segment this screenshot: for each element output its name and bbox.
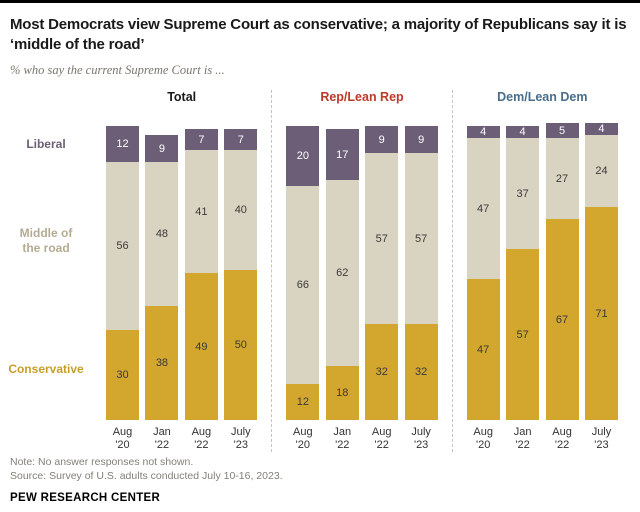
bar-segment-conservative: 47 bbox=[466, 279, 500, 420]
bar-segment-conservative: 38 bbox=[145, 306, 179, 420]
bar-stack: 9 57 32 bbox=[365, 120, 399, 420]
bar-segment-liberal: 4 bbox=[506, 126, 540, 138]
bar-segment-conservative: 12 bbox=[286, 384, 320, 420]
bar-aug-22: 9 57 32 Aug '22 bbox=[365, 120, 399, 452]
bars-group: 4 47 47 Aug '20 4 37 57 Jan '22 5 27 67 Aug '22 4 24 7… bbox=[466, 120, 618, 452]
bar-segment-liberal: 17 bbox=[325, 129, 359, 180]
bar-segment-conservative: 32 bbox=[404, 324, 438, 420]
panel-dem-lean-dem: Dem/Lean Dem 4 47 47 Aug '20 4 37 57 Jan '22 5 27 6… bbox=[451, 90, 632, 453]
bar-segment-liberal: 4 bbox=[584, 123, 618, 135]
chart-subtitle: % who say the current Supreme Court is .… bbox=[10, 63, 225, 77]
bar-segment-middle: 27 bbox=[545, 138, 579, 219]
bar-segment-conservative: 18 bbox=[325, 366, 359, 420]
bar-segment-conservative: 30 bbox=[106, 330, 139, 420]
bar-segment-liberal: 7 bbox=[224, 129, 258, 150]
pew-research-center-brand: PEW RESEARCH CENTER bbox=[10, 492, 161, 504]
bar-segment-conservative: 57 bbox=[506, 249, 540, 420]
panel-title: Rep/Lean Rep bbox=[320, 90, 404, 104]
bar-aug-20: 20 66 12 Aug '20 bbox=[286, 120, 320, 452]
bar-segment-middle: 57 bbox=[365, 153, 399, 324]
bar-stack: 7 40 50 bbox=[224, 120, 258, 420]
bar-segment-conservative: 49 bbox=[184, 273, 218, 420]
bar-segment-conservative: 50 bbox=[224, 270, 258, 420]
x-axis-label: Aug '20 bbox=[112, 426, 133, 452]
bar-aug-20: 12 56 30 Aug '20 bbox=[106, 120, 139, 452]
x-axis-label: July '23 bbox=[411, 426, 431, 452]
bar-segment-liberal: 12 bbox=[106, 126, 139, 162]
bar-jan-22: 17 62 18 Jan '22 bbox=[325, 120, 359, 452]
axis-label-conservative: Conservative bbox=[8, 362, 84, 376]
bar-stack: 17 62 18 bbox=[325, 120, 359, 420]
bar-july-23: 9 57 32 July '23 bbox=[404, 120, 438, 452]
bar-segment-middle: 24 bbox=[584, 135, 618, 207]
note-text: Note: No answer responses not shown. bbox=[10, 456, 194, 469]
bar-segment-conservative: 32 bbox=[365, 324, 399, 420]
x-axis-label: Aug '22 bbox=[552, 426, 572, 452]
bar-segment-liberal: 5 bbox=[545, 123, 579, 138]
panel-total: Total 12 56 30 Aug '20 9 48 38 Jan '22 7 41 49 Aug '… bbox=[92, 90, 271, 452]
bar-segment-middle: 57 bbox=[404, 153, 438, 324]
bar-jan-22: 9 48 38 Jan '22 bbox=[145, 120, 179, 452]
bar-stack: 5 27 67 bbox=[545, 120, 579, 420]
x-axis-label: Aug '20 bbox=[293, 426, 313, 452]
bar-segment-middle: 66 bbox=[286, 186, 320, 384]
bar-segment-middle: 40 bbox=[224, 150, 258, 270]
bar-july-23: 4 24 71 July '23 bbox=[584, 120, 618, 452]
panel-rep-lean-rep: Rep/Lean Rep 20 66 12 Aug '20 17 62 18 Jan '22 9 5… bbox=[271, 90, 451, 453]
bar-segment-middle: 47 bbox=[466, 138, 500, 279]
chart-panels: Total 12 56 30 Aug '20 9 48 38 Jan '22 7 41 49 Aug '… bbox=[92, 90, 632, 453]
bars-group: 12 56 30 Aug '20 9 48 38 Jan '22 7 41 49 Aug '22 7 40… bbox=[106, 120, 258, 452]
x-axis-label: July '23 bbox=[591, 426, 612, 452]
x-axis-label: July '23 bbox=[231, 426, 251, 452]
bar-stack: 12 56 30 bbox=[106, 120, 139, 420]
bar-stack: 4 24 71 bbox=[584, 120, 618, 420]
bar-stack: 4 47 47 bbox=[466, 120, 500, 420]
bar-segment-liberal: 4 bbox=[466, 126, 500, 138]
bar-jan-22: 4 37 57 Jan '22 bbox=[506, 120, 540, 452]
x-axis-label: Aug '22 bbox=[191, 426, 212, 452]
bars-group: 20 66 12 Aug '20 17 62 18 Jan '22 9 57 32 Aug '22 9 5… bbox=[286, 120, 438, 452]
bar-aug-22: 5 27 67 Aug '22 bbox=[545, 120, 579, 452]
x-axis-label: Jan '22 bbox=[153, 426, 171, 452]
bar-segment-liberal: 20 bbox=[286, 126, 320, 186]
bar-segment-middle: 37 bbox=[506, 138, 540, 249]
bar-stack: 20 66 12 bbox=[286, 120, 320, 420]
bar-stack: 7 41 49 bbox=[184, 120, 218, 420]
bar-segment-conservative: 71 bbox=[584, 207, 618, 420]
bar-segment-liberal: 7 bbox=[184, 129, 218, 150]
bar-stack: 4 37 57 bbox=[506, 120, 540, 420]
x-axis-label: Jan '22 bbox=[333, 426, 352, 452]
bar-segment-liberal: 9 bbox=[365, 126, 399, 153]
page-title: Most Democrats view Supreme Court as con… bbox=[10, 16, 627, 53]
bar-aug-22: 7 41 49 Aug '22 bbox=[184, 120, 218, 452]
bar-segment-liberal: 9 bbox=[145, 135, 179, 162]
source-text: Source: Survey of U.S. adults conducted … bbox=[10, 470, 283, 483]
panel-title: Dem/Lean Dem bbox=[497, 90, 588, 104]
bar-segment-conservative: 67 bbox=[545, 219, 579, 420]
bar-july-23: 7 40 50 July '23 bbox=[224, 120, 258, 452]
bar-segment-middle: 48 bbox=[145, 162, 179, 306]
bar-segment-middle: 56 bbox=[106, 162, 139, 330]
bar-segment-liberal: 9 bbox=[404, 126, 438, 153]
x-axis-label: Aug '20 bbox=[473, 426, 493, 452]
bar-stack: 9 48 38 bbox=[145, 120, 179, 420]
panel-title: Total bbox=[167, 90, 197, 104]
bar-segment-middle: 41 bbox=[184, 150, 218, 273]
bar-aug-20: 4 47 47 Aug '20 bbox=[466, 120, 500, 452]
x-axis-label: Jan '22 bbox=[513, 426, 532, 452]
axis-label-middle-of-the-road: Middle of the road bbox=[19, 226, 73, 255]
chart-footer: Note: No answer responses not shown. Sou… bbox=[10, 456, 630, 504]
bar-stack: 9 57 32 bbox=[404, 120, 438, 420]
chart-header: Most Democrats view Supreme Court as con… bbox=[0, 3, 640, 78]
category-axis: Liberal Middle of the road Conservative bbox=[0, 90, 92, 452]
x-axis-label: Aug '22 bbox=[371, 426, 392, 452]
stacked-bar-chart: Liberal Middle of the road Conservative … bbox=[0, 90, 640, 453]
axis-label-liberal: Liberal bbox=[26, 137, 66, 151]
bar-segment-middle: 62 bbox=[325, 180, 359, 366]
